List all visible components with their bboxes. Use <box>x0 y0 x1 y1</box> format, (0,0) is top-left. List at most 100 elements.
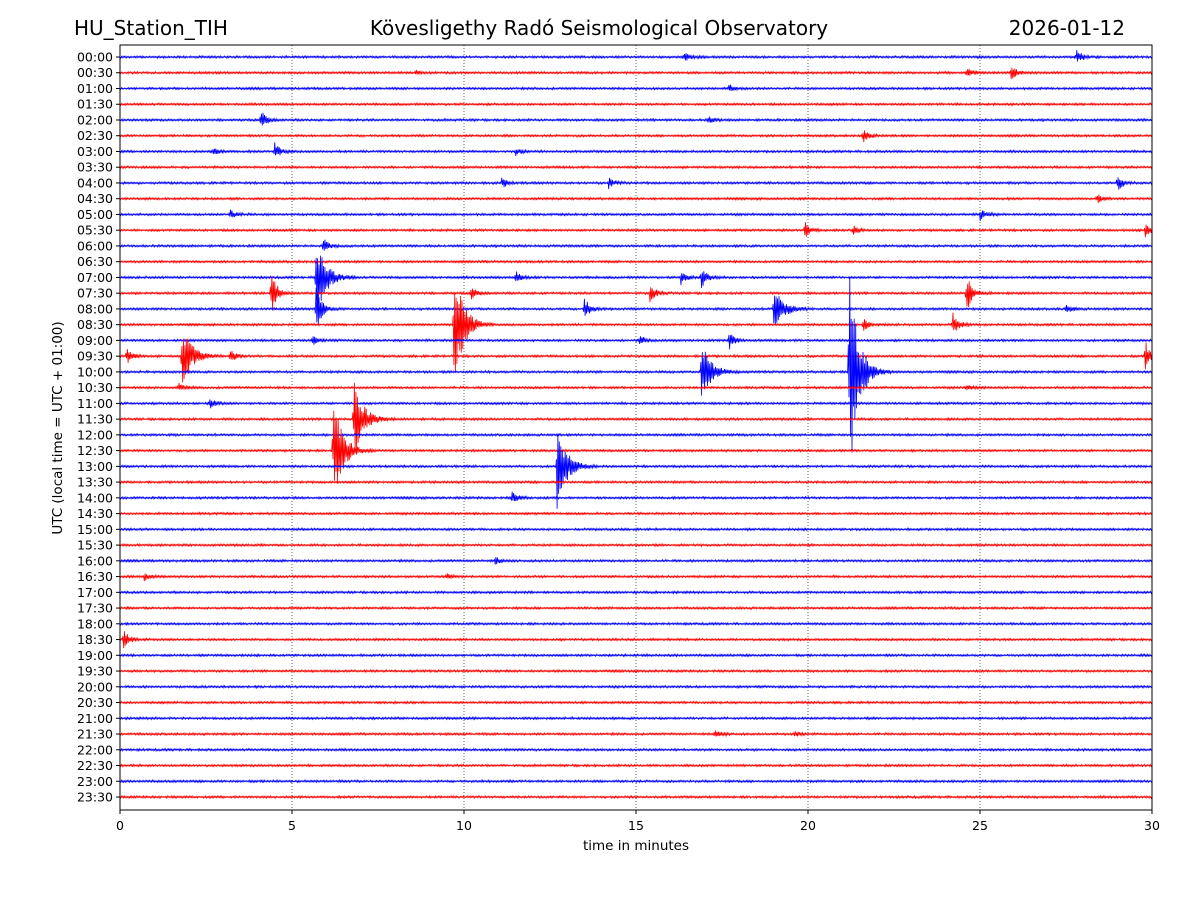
y-tick-label: 14:00 <box>77 490 113 505</box>
x-axis-label: time in minutes <box>583 838 689 854</box>
y-tick-label: 22:30 <box>77 758 113 773</box>
y-tick-label: 07:30 <box>77 286 113 301</box>
trace-0400 <box>119 177 1153 190</box>
trace-1400 <box>119 491 1153 502</box>
station-name: HU_Station_TIH <box>74 16 228 40</box>
y-tick-label: 04:00 <box>77 175 113 190</box>
trace-2100 <box>119 715 1153 721</box>
trace-1000 <box>119 277 1153 453</box>
y-tick-label: 06:30 <box>77 254 113 269</box>
trace-2300 <box>119 778 1153 784</box>
trace-1430 <box>119 511 1153 517</box>
y-tick-label: 00:00 <box>77 50 113 65</box>
x-tick-label: 30 <box>1144 818 1160 833</box>
trace-0800 <box>119 287 1153 326</box>
trace-1830 <box>119 631 1153 649</box>
chart-date: 2026-01-12 <box>1009 16 1125 40</box>
trace-1500 <box>119 526 1153 532</box>
y-tick-label: 01:00 <box>77 81 113 96</box>
y-tick-label: 15:30 <box>77 538 113 553</box>
y-tick-label: 11:00 <box>77 396 113 411</box>
x-tick-label: 10 <box>456 818 472 833</box>
x-tick-label: 0 <box>116 818 124 833</box>
trace-2130 <box>119 730 1153 738</box>
trace-1600 <box>119 556 1153 565</box>
y-tick-label: 08:30 <box>77 317 113 332</box>
y-tick-label: 03:30 <box>77 160 113 175</box>
trace-0300 <box>119 142 1153 157</box>
trace-1300 <box>119 433 1153 509</box>
x-tick-label: 15 <box>628 818 644 833</box>
y-axis-label: UTC (local time = UTC + 01:00) <box>50 321 66 534</box>
trace-1730 <box>119 605 1153 611</box>
y-tick-label: 09:30 <box>77 349 113 364</box>
y-tick-label: 02:30 <box>77 128 113 143</box>
y-tick-label: 23:00 <box>77 774 113 789</box>
trace-0930 <box>119 338 1153 383</box>
trace-1330 <box>119 479 1153 485</box>
trace-1700 <box>119 589 1153 595</box>
trace-0030 <box>119 67 1153 80</box>
y-tick-label: 02:00 <box>77 112 113 127</box>
y-tick-label: 13:00 <box>77 459 113 474</box>
trace-2230 <box>119 763 1153 768</box>
trace-1030 <box>119 383 1153 391</box>
y-tick-label: 06:00 <box>77 238 113 253</box>
grid-lines <box>291 45 981 810</box>
y-tick-label: 03:00 <box>77 144 113 159</box>
trace-1100 <box>119 399 1153 409</box>
y-tick-label: 19:00 <box>77 648 113 663</box>
trace-0200 <box>119 112 1153 126</box>
y-tick-label: 16:30 <box>77 569 113 584</box>
trace-2200 <box>119 747 1153 753</box>
y-tick-label: 13:30 <box>77 475 113 490</box>
y-tick-label: 17:00 <box>77 585 113 600</box>
trace-0130 <box>119 101 1153 107</box>
trace-0100 <box>119 84 1153 92</box>
y-tick-label: 16:00 <box>77 553 113 568</box>
y-tick-label: 21:00 <box>77 711 113 726</box>
y-tick-label: 18:00 <box>77 616 113 631</box>
y-tick-label: 01:30 <box>77 97 113 112</box>
trace-1630 <box>119 573 1153 582</box>
trace-2330 <box>119 794 1153 800</box>
y-tick-label: 07:00 <box>77 270 113 285</box>
x-tick-label: 20 <box>800 818 816 833</box>
trace-1130 <box>119 382 1153 454</box>
y-tick-label: 00:30 <box>77 65 113 80</box>
y-tick-label: 05:30 <box>77 223 113 238</box>
y-tick-label: 10:30 <box>77 380 113 395</box>
y-tick-label: 20:00 <box>77 679 113 694</box>
trace-2000 <box>119 684 1153 690</box>
y-tick-label: 21:30 <box>77 727 113 742</box>
y-tick-label: 10:00 <box>77 364 113 379</box>
trace-0500 <box>119 209 1153 222</box>
trace-0000 <box>119 49 1153 62</box>
x-axis: 0 5 10 15 20 25 30 <box>116 810 1160 833</box>
trace-0630 <box>119 259 1153 264</box>
traces <box>119 49 1153 800</box>
trace-1900 <box>119 652 1153 658</box>
trace-1930 <box>119 668 1153 674</box>
y-tick-label: 14:30 <box>77 506 113 521</box>
y-tick-label: 08:00 <box>77 301 113 316</box>
y-tick-label: 12:30 <box>77 443 113 458</box>
trace-1530 <box>119 542 1153 548</box>
trace-0830 <box>119 294 1153 373</box>
y-tick-label: 11:30 <box>77 412 113 427</box>
y-tick-label: 22:00 <box>77 742 113 757</box>
y-tick-label: 04:30 <box>77 191 113 206</box>
trace-0230 <box>119 130 1153 143</box>
y-tick-label: 05:00 <box>77 207 113 222</box>
y-tick-label: 19:30 <box>77 664 113 679</box>
x-tick-label: 5 <box>288 818 296 833</box>
y-tick-label: 23:30 <box>77 790 113 805</box>
y-tick-label: 09:00 <box>77 333 113 348</box>
y-tick-label: 15:00 <box>77 522 113 537</box>
trace-0600 <box>119 239 1153 251</box>
trace-2030 <box>119 700 1153 705</box>
trace-0530 <box>119 222 1153 238</box>
y-tick-label: 12:00 <box>77 427 113 442</box>
trace-0430 <box>119 194 1153 204</box>
